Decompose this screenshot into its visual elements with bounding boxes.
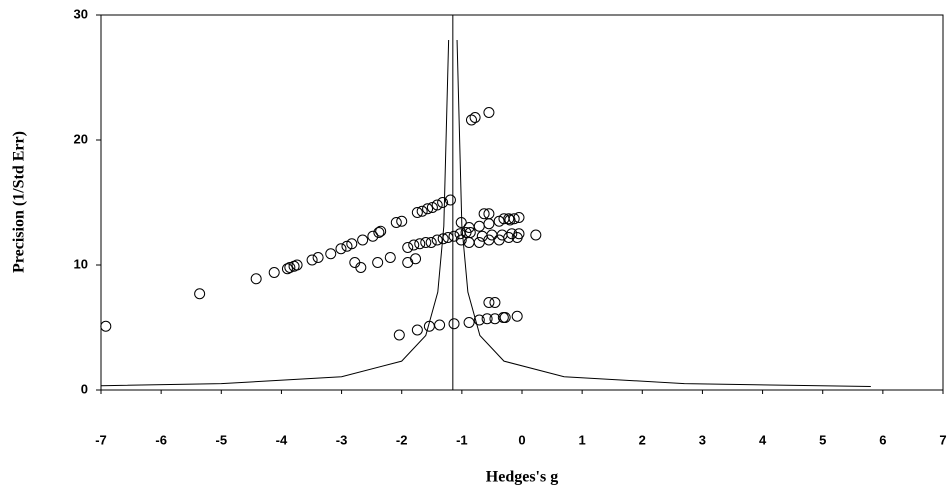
data-point [306, 254, 318, 266]
data-point [422, 203, 434, 215]
x-axis-title: Hedges's g [486, 469, 558, 486]
data-point [372, 257, 384, 268]
data-point [437, 233, 449, 245]
x-tick-label: 3 [699, 432, 706, 447]
data-point [473, 314, 485, 326]
data-point [469, 112, 481, 123]
x-tick-label: 1 [579, 432, 586, 447]
data-point [402, 242, 414, 253]
x-tick-label: -2 [396, 432, 408, 447]
funnel-line [100, 39, 871, 387]
y-tick-label: 10 [74, 256, 88, 271]
x-tick-label: -3 [336, 432, 348, 447]
data-point [268, 267, 280, 278]
data-point [483, 208, 495, 220]
data-point [511, 310, 523, 322]
data-point [483, 297, 495, 308]
data-point [425, 237, 437, 248]
data-point [530, 229, 542, 241]
data-point [393, 329, 405, 341]
data-point [355, 262, 367, 273]
data-point [281, 263, 293, 275]
data-point [506, 228, 518, 240]
data-point [463, 317, 475, 328]
data-point [444, 194, 456, 206]
data-point [410, 253, 422, 265]
data-point [448, 318, 460, 330]
x-tick-label: 5 [819, 432, 826, 447]
data-point [513, 228, 525, 240]
data-point [349, 257, 361, 268]
data-point [431, 234, 443, 246]
data-point [499, 312, 511, 323]
x-tick-label: 6 [879, 432, 886, 447]
data-point [504, 214, 516, 226]
x-tick-label: -7 [95, 432, 107, 447]
data-point [367, 230, 379, 242]
data-point [384, 252, 396, 263]
data-point [402, 257, 414, 268]
data-point [414, 238, 426, 250]
x-tick-label: -4 [276, 432, 288, 447]
data-point [465, 114, 477, 126]
data-point [483, 107, 495, 118]
data-point [473, 237, 485, 248]
x-tick-label: 0 [518, 432, 525, 447]
data-point [250, 273, 262, 285]
data-point [481, 313, 493, 325]
data-point [478, 208, 490, 220]
data-point [442, 232, 454, 243]
x-tick-label: 7 [939, 432, 946, 447]
x-tick-label: -6 [155, 432, 167, 447]
y-tick-label: 30 [74, 6, 88, 21]
y-tick-label: 20 [74, 131, 88, 146]
y-tick-label: 0 [81, 381, 88, 396]
x-tick-label: 4 [759, 432, 767, 447]
data-point [483, 218, 495, 230]
plot-frame [100, 14, 944, 391]
data-point [489, 297, 501, 308]
data-point [357, 234, 369, 246]
data-point [373, 227, 385, 238]
data-point [411, 324, 423, 336]
data-point [375, 225, 387, 237]
x-tick-label: -5 [216, 432, 228, 447]
data-point [437, 197, 449, 208]
data-point [508, 213, 520, 225]
data-point [390, 217, 402, 228]
data-point [346, 238, 358, 250]
data-point [416, 205, 428, 217]
data-point [411, 207, 423, 218]
data-point [431, 199, 443, 211]
data-point [291, 259, 303, 271]
data-point [420, 237, 432, 248]
data-point [325, 248, 337, 260]
data-point [194, 288, 206, 300]
y-axis-title: Precision (1/Std Err) [11, 131, 28, 273]
data-point [100, 320, 112, 332]
data-point [396, 215, 408, 227]
data-point [448, 230, 460, 242]
data-point [434, 319, 446, 331]
data-point [335, 243, 347, 255]
data-point [312, 252, 324, 263]
data-point [284, 262, 296, 273]
data-point [408, 239, 420, 251]
data-point [455, 234, 467, 246]
data-point [455, 217, 467, 228]
x-tick-label: -1 [456, 432, 468, 447]
x-tick-label: 2 [639, 432, 646, 447]
data-point [473, 220, 485, 232]
data-point [503, 232, 515, 243]
